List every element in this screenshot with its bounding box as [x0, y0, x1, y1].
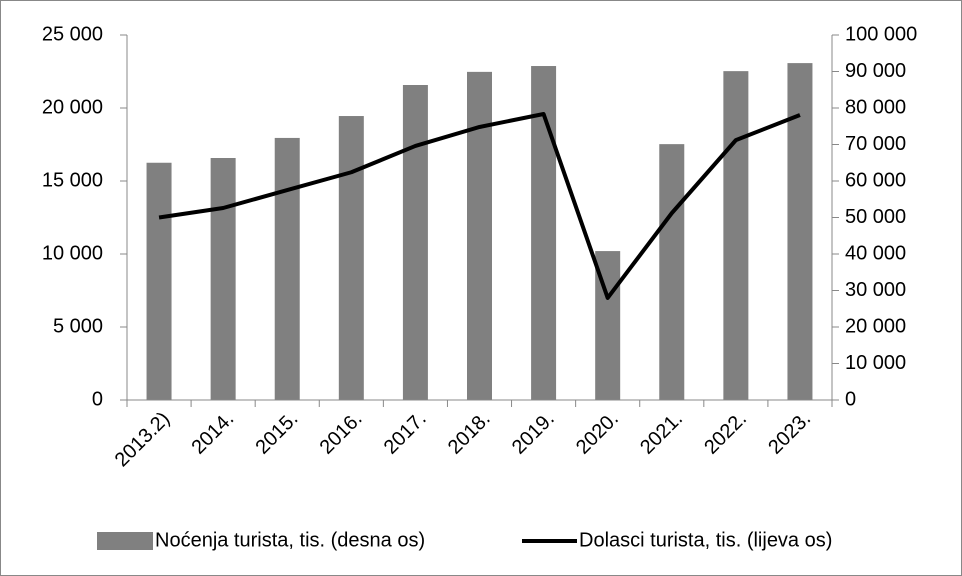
- bar: [531, 66, 557, 401]
- y2-tick-label: 100 000: [845, 23, 917, 45]
- bar: [659, 144, 685, 400]
- bar: [274, 137, 300, 400]
- line: [158, 111, 801, 300]
- y2-tick-label: 20 000: [845, 315, 906, 337]
- bar: [787, 63, 813, 400]
- y-tick-label: 15 000: [42, 169, 103, 191]
- y2-tick-label: 30 000: [845, 279, 906, 301]
- y-tick-label: 25 000: [42, 23, 103, 45]
- y-tick-label: 0: [92, 388, 103, 410]
- y2-tick-label: 70 000: [845, 133, 906, 155]
- y-tick-label: 10 000: [42, 242, 103, 264]
- bar: [210, 158, 236, 400]
- y2-tick-label: 50 000: [845, 206, 906, 228]
- legend-label: Dolasci turista, tis. (lijeva os): [579, 529, 832, 551]
- y2-tick-label: 60 000: [845, 169, 906, 191]
- bar: [338, 116, 364, 400]
- y2-tick-label: 90 000: [845, 60, 906, 82]
- legend-swatch: [97, 532, 153, 550]
- bar: [146, 162, 172, 400]
- y2-tick-label: 40 000: [845, 242, 906, 264]
- y-tick-label: 20 000: [42, 96, 103, 118]
- legend-label: Noćenja turista, tis. (desna os): [155, 529, 425, 551]
- y-tick-label: 5 000: [53, 315, 103, 337]
- y2-tick-label: 80 000: [845, 96, 906, 118]
- y2-tick-label: 0: [845, 388, 856, 410]
- bar: [402, 85, 428, 400]
- bar: [467, 71, 492, 401]
- y2-tick-label: 10 000: [845, 352, 906, 374]
- bar: [723, 71, 749, 400]
